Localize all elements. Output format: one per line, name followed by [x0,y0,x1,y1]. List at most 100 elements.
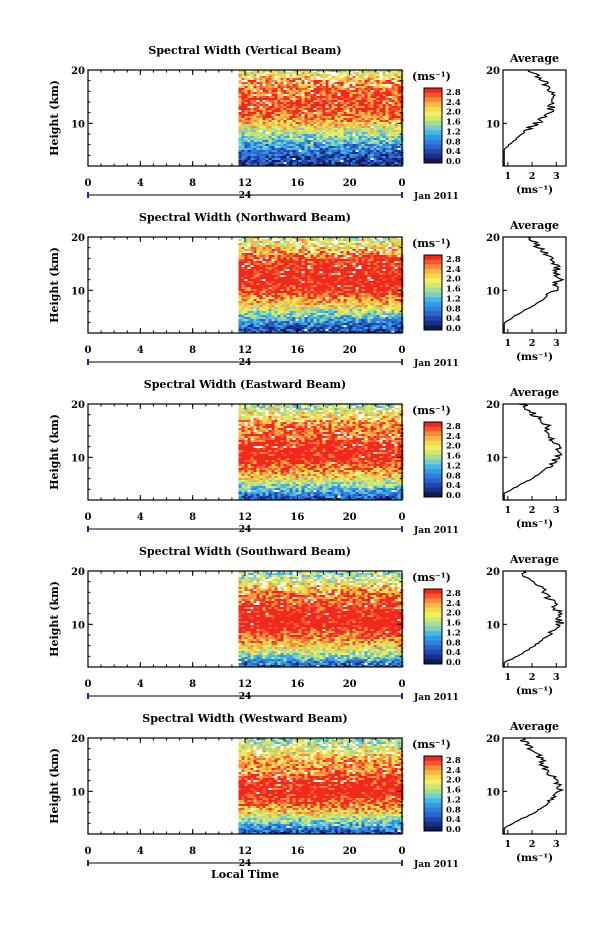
heatmap-cell [256,92,260,94]
heatmap-cell [307,275,311,277]
heatmap-cell [352,239,356,241]
heatmap-cell [289,311,293,313]
heatmap-cell [325,88,329,90]
heatmap-cell [331,150,335,152]
heatmap-cell [388,241,392,243]
heatmap-cell [256,323,260,325]
heatmap-cell [247,319,251,321]
heatmap-cell [376,297,380,299]
heatmap-cell [373,72,377,74]
heatmap-cell [349,154,353,156]
heatmap-cell [331,164,335,166]
heatmap-cell [307,253,311,255]
heatmap-cell [277,140,281,142]
heatmap-cell [241,245,245,247]
heatmap-cell [367,96,371,98]
heatmap-cell [262,132,266,134]
heatmap-cell [331,251,335,253]
heatmap-cell [256,267,260,269]
heatmap-cell [322,86,326,88]
heatmap-cell [385,301,389,303]
heatmap-cell [346,78,350,80]
heatmap-cell [280,74,284,76]
heatmap-cell [361,281,365,283]
heatmap-cell [388,257,392,259]
heatmap-cell [280,273,284,275]
heatmap-cell [394,281,398,283]
heatmap-cell [331,98,335,100]
heatmap-cell [340,303,344,305]
heatmap-cell [295,309,299,311]
heatmap-cell [310,114,314,116]
colorbar-segment [424,97,442,103]
heatmap-cell [238,158,242,160]
heatmap-cell [382,275,386,277]
heatmap-cell [343,144,347,146]
heatmap-cell [310,122,314,124]
heatmap-cell [244,100,248,102]
heatmap-cell [265,112,269,114]
heatmap-cell [373,299,377,301]
heatmap-cell [292,247,296,249]
heatmap-cell [346,287,350,289]
heatmap-cell [367,114,371,116]
heatmap-cell [262,269,266,271]
heatmap-cell [316,273,320,275]
heatmap-cell [238,142,242,144]
heatmap-cell [355,293,359,295]
heatmap-cell [379,277,383,279]
heatmap-cell [358,315,362,317]
heatmap-cell [250,128,254,130]
heatmap-cell [385,275,389,277]
heatmap-cell [370,247,374,249]
heatmap-cell [307,307,311,309]
heatmap-cell [337,307,341,309]
heatmap-cell [343,239,347,241]
heatmap-cell [286,148,290,150]
heatmap-cell [253,136,257,138]
heatmap-cell [346,263,350,265]
heatmap-cell [286,156,290,158]
heatmap-cell [331,156,335,158]
heatmap-cell [394,72,398,74]
heatmap-cell [307,301,311,303]
heatmap-cell [352,319,356,321]
heatmap-cell [295,295,299,297]
heatmap-cell [286,152,290,154]
heatmap-cell [364,148,368,150]
heatmap-cell [319,128,323,130]
heatmap-cell [319,321,323,323]
heatmap-cell [250,96,254,98]
heatmap-cell [322,261,326,263]
heatmap-cell [244,96,248,98]
heatmap-cell [283,321,287,323]
heatmap-cell [265,76,269,78]
heatmap-cell [238,146,242,148]
heatmap-cell [394,299,398,301]
heatmap-cell [298,160,302,162]
heatmap-cell [394,140,398,142]
heatmap-cell [352,80,356,82]
heatmap-cell [241,94,245,96]
heatmap-cell [286,317,290,319]
heatmap-cell [364,283,368,285]
heatmap-cell [385,98,389,100]
heatmap-cell [310,84,314,86]
heatmap-cell [388,323,392,325]
heatmap-cell [343,255,347,257]
heatmap-cell [307,241,311,243]
heatmap-cell [397,319,401,321]
heatmap-cell [394,297,398,299]
heatmap-cell [391,84,395,86]
heatmap-cell [244,108,248,110]
heatmap-cell [352,249,356,251]
heatmap-cell [355,146,359,148]
heatmap-cell [322,104,326,106]
heatmap-cell [280,263,284,265]
heatmap-cell [289,315,293,317]
heatmap-cell [322,321,326,323]
heatmap-cell [361,126,365,128]
heatmap-cell [397,263,401,265]
heatmap-cell [289,80,293,82]
heatmap-cell [253,114,257,116]
